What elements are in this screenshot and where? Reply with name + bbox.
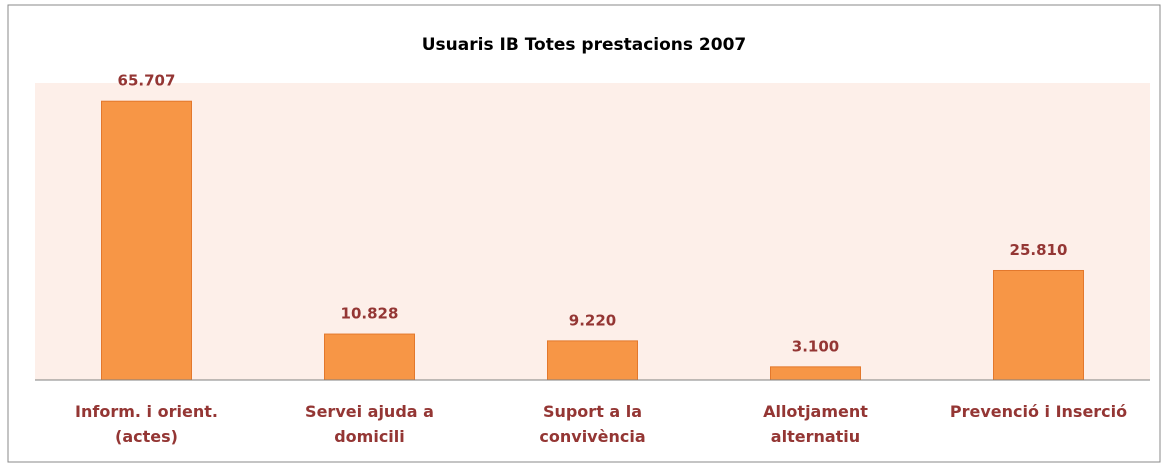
x-tick-label: Prevenció i Inserció — [950, 402, 1127, 421]
x-tick-label: Allotjament alternatiu — [763, 402, 868, 446]
x-tick-label: Inform. i orient. (actes) — [75, 402, 218, 446]
x-tick-label: Servei ajuda a domicili — [305, 402, 434, 446]
bar — [770, 366, 861, 381]
bar — [101, 100, 192, 381]
x-tick-label: Suport a la convivència — [539, 402, 645, 446]
data-label: 3.100 — [792, 337, 839, 355]
data-label: 25.810 — [1010, 241, 1068, 259]
data-label: 65.707 — [118, 72, 176, 90]
chart-title: Usuaris IB Totes prestacions 2007 — [422, 35, 747, 55]
bar — [993, 269, 1084, 381]
data-label: 9.220 — [569, 311, 616, 329]
plot-area — [35, 83, 1150, 380]
bar — [547, 340, 638, 381]
bar — [324, 333, 415, 381]
data-label: 10.828 — [341, 305, 399, 323]
